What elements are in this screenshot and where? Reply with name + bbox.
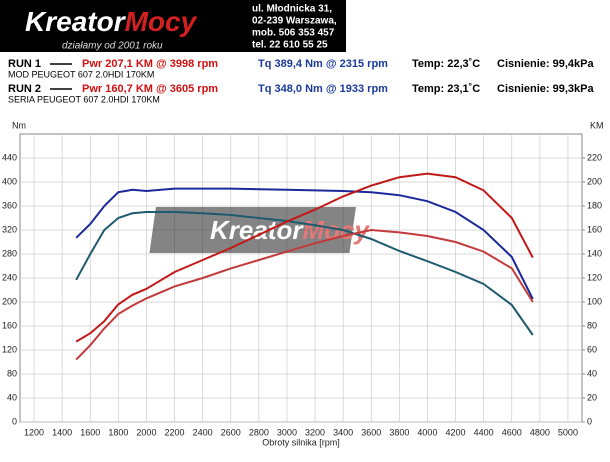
y2-tick-label: 140 [587,248,602,258]
address: mob. 506 353 457 [252,28,335,39]
run-label: RUN 1 [8,58,41,70]
x-tick-label: 4800 [530,427,550,437]
y2-tick-label: 0 [587,416,592,426]
y2-tick-label: 160 [587,224,602,234]
y2-tick-label: 40 [587,368,597,378]
grid [20,134,582,423]
run-car: MOD PEUGEOT 607 2.0HDI 170KM [8,69,154,79]
x-tick-label: 4200 [446,427,466,437]
x-tick-label: 3800 [389,427,409,437]
series-line [75,228,534,361]
y-tick-label: 40 [7,392,17,402]
run-car: SERIA PEUGEOT 607 2.0HDI 170KM [8,94,160,104]
address: ul. Młodnicka 31, [252,4,332,15]
x-tick-label: 1400 [52,427,72,437]
y-tick-label: 360 [2,200,17,210]
x-tick-label: 4000 [417,427,437,437]
y-tick-label: 240 [2,272,17,282]
x-axis-title: Obroty silnika [rpm] [262,437,340,447]
watermark-box [149,207,356,253]
y-tick-label: 320 [2,224,17,234]
y2-tick-label: 200 [587,176,602,186]
x-tick-label: 4600 [502,427,522,437]
series-line [75,187,534,300]
x-tick-label: 3400 [333,427,353,437]
y2-tick-label: 100 [587,296,602,306]
logo: KreatorMocy [25,6,198,37]
y-tick-label: 120 [2,344,17,354]
y-tick-label: 0 [12,416,17,426]
run-pressure: Cisnienie: 99,4kPa [497,58,594,70]
plot [75,172,534,361]
run-temp: Temp: 23,1˚C [412,83,480,95]
run-torque: Tq 348,0 Nm @ 1933 rpm [258,83,388,95]
y2-tick-label: 120 [587,272,602,282]
series-line [75,172,534,343]
x-tick-label: 2200 [165,427,185,437]
address: tel. 22 610 55 25 [252,40,328,51]
y2-tick-label: 220 [587,152,602,162]
x-tick-label: 1600 [80,427,100,437]
x-tick-label: 2000 [136,427,156,437]
address: 02-239 Warszawa, [252,16,337,27]
logo-box [0,0,346,52]
x-tick-label: 2600 [221,427,241,437]
y2-tick-label: 80 [587,320,597,330]
y-tick-label: 80 [7,368,17,378]
tagline: działamy od 2001 roku [62,41,163,52]
x-tick-label: 4400 [474,427,494,437]
y-tick-label: 440 [2,152,17,162]
x-tick-label: 2800 [249,427,269,437]
run-label: RUN 2 [8,83,41,95]
y-axis-title: Nm [12,120,26,130]
run-power: Pwr 160,7 KM @ 3605 rpm [82,83,218,95]
y-tick-label: 200 [2,296,17,306]
y2-tick-label: 60 [587,344,597,354]
x-tick-label: 3000 [277,427,297,437]
x-tick-label: 2400 [193,427,213,437]
y-tick-label: 280 [2,248,17,258]
series-line [75,211,534,336]
x-tick-label: 1200 [24,427,44,437]
x-tick-label: 5000 [558,427,578,437]
x-tick-label: 3600 [361,427,381,437]
y-tick-label: 400 [2,176,17,186]
run-temp: Temp: 22,3˚C [412,58,480,70]
y-tick-label: 160 [2,320,17,330]
x-tick-label: 3200 [305,427,325,437]
run-power: Pwr 207,1 KM @ 3998 rpm [82,58,218,70]
run-torque: Tq 389,4 Nm @ 2315 rpm [258,58,388,70]
y2-tick-label: 20 [587,392,597,402]
x-tick-label: 1800 [108,427,128,437]
y2-axis-title: KM [590,120,604,130]
y2-tick-label: 180 [587,200,602,210]
logo-a: Kreator [25,6,127,37]
logo-b: Mocy [125,6,198,37]
runs: RUN 1 Pwr 207,1 KM @ 3998 rpm Tq 389,4 Nm … [8,58,594,104]
run-pressure: Cisnienie: 99,3kPa [497,83,594,95]
